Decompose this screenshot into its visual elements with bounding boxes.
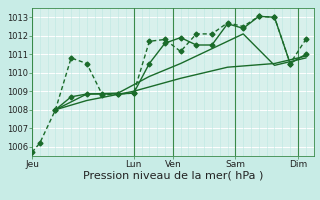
X-axis label: Pression niveau de la mer( hPa ): Pression niveau de la mer( hPa ) (83, 171, 263, 181)
